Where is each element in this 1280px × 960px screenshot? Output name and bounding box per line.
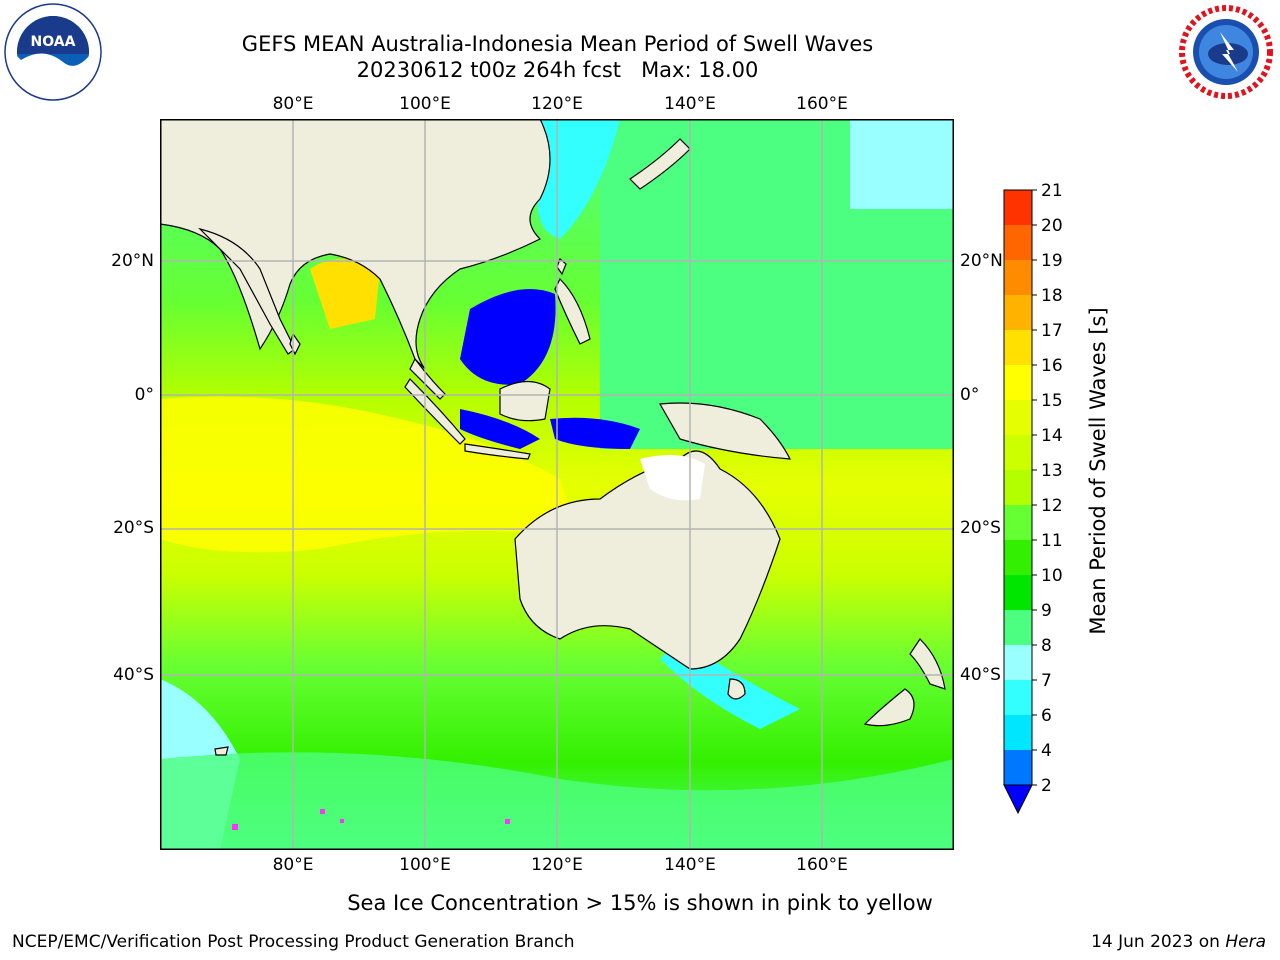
java [464, 443, 531, 460]
new-zealand-north [909, 638, 946, 690]
sea-ice-note: Sea Ice Concentration > 15% is shown in … [347, 891, 933, 915]
india-peninsula [198, 227, 296, 355]
colorbar-segment [1004, 260, 1032, 295]
footer-credit: NCEP/EMC/Verification Post Processing Pr… [12, 932, 575, 952]
colorbar-segment [1004, 225, 1032, 260]
colorbar-title: Mean Period of Swell Waves [s] [1086, 307, 1110, 635]
colorbar-tick-label: 12 [1041, 496, 1063, 516]
australia [514, 450, 781, 670]
philippines [554, 277, 591, 345]
colorbar-segment [1004, 400, 1032, 435]
lon-tick-bottom-100: 100°E [399, 855, 451, 875]
colorbar-tick-label: 13 [1041, 461, 1063, 481]
lon-tick-bottom-140: 140°E [664, 855, 716, 875]
colorbar-outline [1003, 189, 1033, 786]
colorbar-tick-label: 8 [1041, 636, 1052, 656]
colorbar-tick-label: 14 [1041, 426, 1063, 446]
colorbar-tick-label: 4 [1041, 741, 1052, 761]
colorbar-tick-label: 21 [1041, 181, 1063, 201]
colorbar-tick-label: 11 [1041, 531, 1063, 551]
asia-landmass [160, 119, 551, 370]
colorbar-tick-label: 10 [1041, 566, 1063, 586]
java-sea-short-period [460, 409, 540, 449]
lat-tick-left-20s: 20°S [113, 518, 154, 538]
colorbar-tick-label: 2 [1041, 776, 1052, 796]
tasmania [727, 678, 746, 700]
lat-tick-right-20n: 20°N [960, 251, 1003, 271]
south-china-sea-short-period [460, 289, 556, 385]
lon-tick-top-100: 100°E [399, 94, 451, 114]
chart-title-line2: 20230612 t00z 264h fcst Max: 18.00 [356, 58, 759, 82]
footer-host: Hera [1225, 932, 1266, 952]
colorbar-tick-label: 15 [1041, 391, 1063, 411]
colorbar-tick-label: 19 [1041, 251, 1063, 271]
colorbar-tick-label: 9 [1041, 601, 1052, 621]
colorbar-tick-label: 18 [1041, 286, 1063, 306]
lon-tick-top-80: 80°E [272, 94, 314, 114]
map-border [160, 119, 954, 850]
borneo [499, 380, 551, 422]
colorbar-tick-label: 7 [1041, 671, 1052, 691]
noaa-wordmark: NOAA [31, 34, 76, 50]
sea-ice-specks [232, 809, 510, 830]
lon-tick-top-160: 160°E [796, 94, 848, 114]
colorbar-segment [1004, 575, 1032, 610]
nws-logo [1176, 2, 1276, 102]
colorbar-segment [1004, 680, 1032, 715]
banda-sea-short-period [550, 417, 640, 449]
colorbar-segment [1004, 750, 1032, 785]
noaa-logo: NOAA [3, 2, 103, 102]
lon-tick-top-120: 120°E [531, 94, 583, 114]
lon-tick-top-140: 140°E [664, 94, 716, 114]
colorbar-segment [1004, 715, 1032, 750]
lat-tick-left-20n: 20°N [111, 251, 154, 271]
colorbar-under-extension [1003, 784, 1033, 815]
colorbar-tick-label: 20 [1041, 216, 1063, 236]
gulf-of-carpentaria-mask [640, 455, 705, 501]
colorbar: 2 4 6 7 8 9 10 11 12 13 14 15 16 17 18 19 20 21 [990, 180, 1110, 815]
lat-tick-left-0: 0° [134, 385, 154, 405]
footer-date: 14 Jun 2023 on Hera [1091, 932, 1266, 952]
east-china-sea-cyan [537, 119, 620, 239]
graticule [160, 119, 954, 850]
chart-title-line1: GEFS MEAN Australia-Indonesia Mean Perio… [241, 32, 874, 56]
kerguelen-island [214, 746, 229, 756]
lat-tick-right-20s: 20°S [960, 518, 1001, 538]
colorbar-tick-label: 17 [1041, 321, 1063, 341]
colorbar-tick-label: 16 [1041, 356, 1063, 376]
colorbar-segment [1004, 540, 1032, 575]
swell-period-map [160, 119, 954, 850]
colorbar-segment [1004, 295, 1032, 330]
new-zealand-south [863, 688, 915, 727]
colorbar-segment [1004, 365, 1032, 400]
colorbar-tick-label: 6 [1041, 706, 1052, 726]
footer-date-text: 14 Jun 2023 on [1091, 932, 1226, 952]
colorbar-segment [1004, 330, 1032, 365]
colorbar-segment [1004, 610, 1032, 645]
lon-tick-bottom-80: 80°E [272, 855, 314, 875]
lat-tick-right-40s: 40°S [960, 665, 1001, 685]
lon-tick-bottom-160: 160°E [796, 855, 848, 875]
indian-ocean-long-period-band [160, 396, 580, 553]
taiwan [556, 257, 567, 276]
colorbar-segment [1004, 505, 1032, 540]
colorbar-segment [1004, 470, 1032, 505]
lat-tick-left-40s: 40°S [113, 665, 154, 685]
colorbar-segment [1004, 645, 1032, 680]
pacific-cyan-zone [850, 119, 954, 209]
lon-tick-bottom-120: 120°E [531, 855, 583, 875]
colorbar-segment [1004, 435, 1032, 470]
lat-tick-right-0: 0° [960, 385, 980, 405]
new-guinea [659, 402, 792, 460]
colorbar-segment [1004, 190, 1032, 225]
bay-of-bengal-orange [310, 259, 380, 329]
